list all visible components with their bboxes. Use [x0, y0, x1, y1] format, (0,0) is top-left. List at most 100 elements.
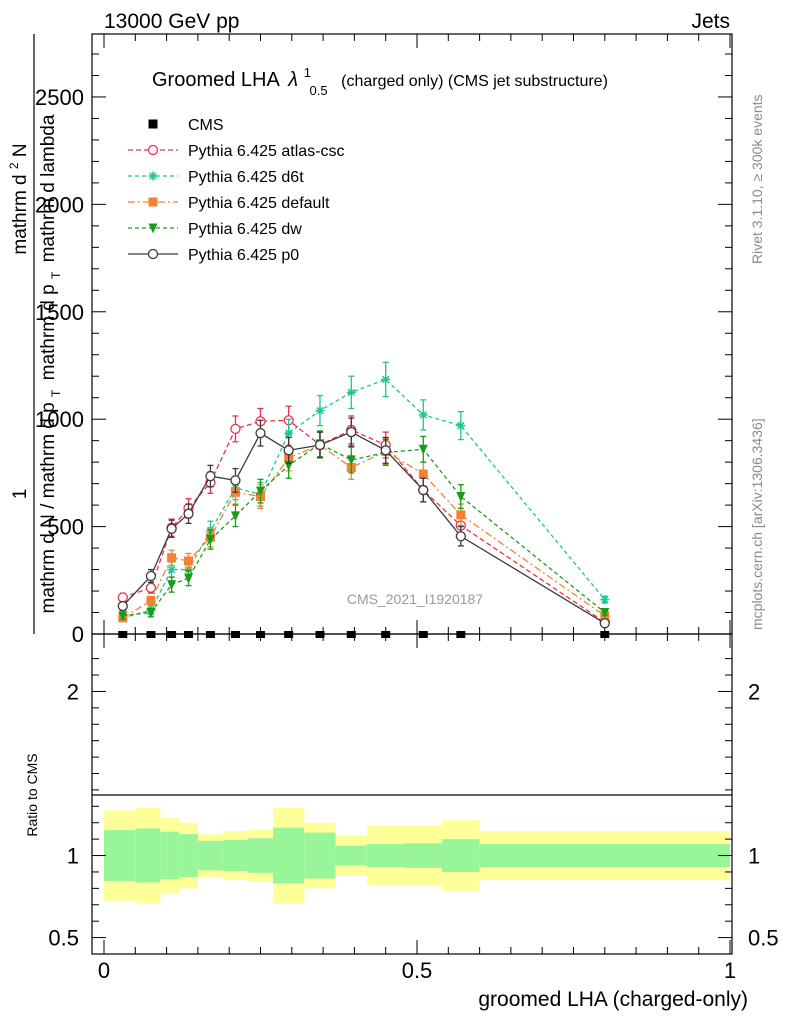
star-stroke: [347, 388, 355, 397]
data-point-atlas: [117, 592, 128, 603]
data-point-d6t: [167, 565, 177, 575]
ratio-band-inner-bin: [442, 839, 480, 872]
y-label-numerator: mathrm d 2 N: [2, 143, 31, 254]
ratio-band-inner-bin: [135, 828, 161, 883]
legend-label-cms: CMS: [188, 117, 224, 134]
y-tick-label: 2500: [35, 85, 84, 110]
legend-marker-atlas: [147, 144, 159, 156]
data-point-dw: [146, 608, 156, 619]
data-point-dw: [456, 492, 466, 503]
header-right-label: Jets: [691, 10, 730, 33]
plot-title-sup: 1: [304, 65, 311, 80]
series-line-dw: [122, 443, 606, 617]
data-point-p0: [230, 475, 241, 486]
star-stroke: [316, 406, 324, 415]
data-point-p0: [599, 618, 610, 629]
data-point-p0: [117, 600, 128, 612]
legend-label-p0: Pythia 6.425 p0: [188, 247, 299, 264]
legend-marker-cms: [148, 119, 158, 129]
data-point-p0: [418, 484, 429, 496]
series-d6t: [118, 361, 610, 623]
data-point-d6t: [284, 428, 294, 438]
axis-tick-labels: 0 500 1000 1500 2000 2500 0.5 0.5 1 1 2 2 0 0.5 1: [35, 85, 779, 983]
data-point-dw: [167, 580, 177, 591]
ratio-band-inner-bin: [104, 830, 136, 881]
y-tick-label: 1500: [35, 300, 84, 325]
y-label-num-text: mathrm d: [10, 174, 31, 254]
data-point-p0: [455, 531, 466, 542]
x-tick-label: 1: [724, 958, 736, 983]
star-stroke: [457, 421, 465, 430]
data-point-p0: [145, 570, 157, 582]
legend-item-default: Pythia 6.425 default: [128, 195, 330, 212]
data-point-default: [456, 510, 466, 520]
mcplots-reference-label: mcplots.cern.ch [arXiv:1306.3436]: [749, 418, 765, 630]
data-point-dw: [418, 444, 428, 455]
star-stroke: [419, 411, 427, 419]
x-tick-label: 0: [98, 958, 110, 983]
legend-item-p0: Pythia 6.425 p0: [128, 247, 299, 264]
ratio-band-inner-bin: [197, 840, 223, 871]
ratio-y-tick-label-right: 2: [748, 679, 760, 704]
legend-item-dw: Pythia 6.425 dw: [128, 221, 302, 238]
y-label-frac-one: 1: [10, 489, 31, 500]
legend-item-atlas: Pythia 6.425 atlas-csc: [128, 143, 345, 160]
rivet-version-label: Rivet 3.1.10, ≥ 300k events: [749, 94, 765, 264]
ratio-y-tick-label-left: 2: [67, 679, 79, 704]
data-point-d6t: [456, 421, 466, 431]
legend-label-dw: Pythia 6.425 dw: [188, 221, 302, 238]
legend-marker-dw: [148, 223, 158, 234]
ratio-y-label: Ratio to CMS: [24, 753, 40, 836]
ratio-y-tick-label-left: 1: [67, 844, 79, 869]
data-point-p0: [183, 508, 194, 519]
data-point-p0: [283, 445, 294, 456]
y-label-den-text: mathrm d N / mathrm d p: [38, 402, 59, 613]
series-line-d6t: [122, 378, 606, 619]
data-point-p0: [314, 439, 326, 451]
analysis-watermark: CMS_2021_I1920187: [347, 591, 483, 607]
plot-title-lambda: λ: [287, 69, 298, 91]
ratio-band-inner-bin: [273, 827, 305, 884]
ratio-plot-frame: [91, 633, 733, 955]
plot-title: Groomed LHA λ 1 0.5 (charged only) (CMS …: [152, 60, 608, 100]
ratio-y-tick-label-left: 0.5: [48, 926, 79, 951]
data-point-d6t: [600, 595, 610, 605]
data-point-atlas: [145, 582, 157, 593]
data-point-d6t: [381, 374, 391, 384]
legend-item-cms: CMS: [148, 117, 224, 134]
legend-marker-default: [148, 197, 158, 207]
star-stroke: [167, 565, 176, 574]
ratio-band-inner-bin: [160, 831, 180, 880]
data-point-d6t: [346, 387, 356, 397]
ratio-band-inner-bin: [222, 839, 248, 872]
axis-ticks: [92, 34, 732, 954]
series-line-default: [122, 444, 606, 619]
star-stroke: [601, 595, 609, 604]
y-label-num-sup: 2: [7, 162, 21, 169]
legend-item-d6t: Pythia 6.425 d6t: [128, 169, 304, 186]
data-point-atlas: [230, 423, 241, 435]
data-point-p0: [255, 427, 266, 439]
y-label-denominator: mathrm d N / mathrm d p T mathrm d p T m…: [38, 114, 65, 613]
ratio-uncertainty-bands: [104, 807, 730, 904]
y-label-num-den: mathrm d p: [38, 284, 59, 380]
data-point-dw: [184, 573, 194, 584]
data-point-dw: [205, 534, 215, 545]
legend-label-atlas: Pythia 6.425 atlas-csc: [188, 143, 345, 160]
data-point-dw: [346, 455, 356, 466]
data-point-p0: [205, 470, 216, 482]
ratio-y-tick-label-right: 0.5: [748, 926, 779, 951]
data-point-d6t: [315, 406, 325, 416]
data-point-dw: [256, 486, 265, 497]
ratio-y-tick-label-right: 1: [748, 844, 760, 869]
star-stroke: [284, 429, 293, 437]
series-layer: [117, 361, 610, 629]
star-stroke: [381, 375, 390, 384]
ratio-band-inner-bin: [247, 838, 274, 873]
plot-title-suffix: (charged only) (CMS jet substructure): [341, 73, 608, 90]
star-stroke: [184, 565, 193, 574]
plot-title-sub: 0.5: [310, 83, 328, 98]
series-p0: [117, 417, 610, 629]
y-tick-label: 0: [72, 622, 84, 647]
